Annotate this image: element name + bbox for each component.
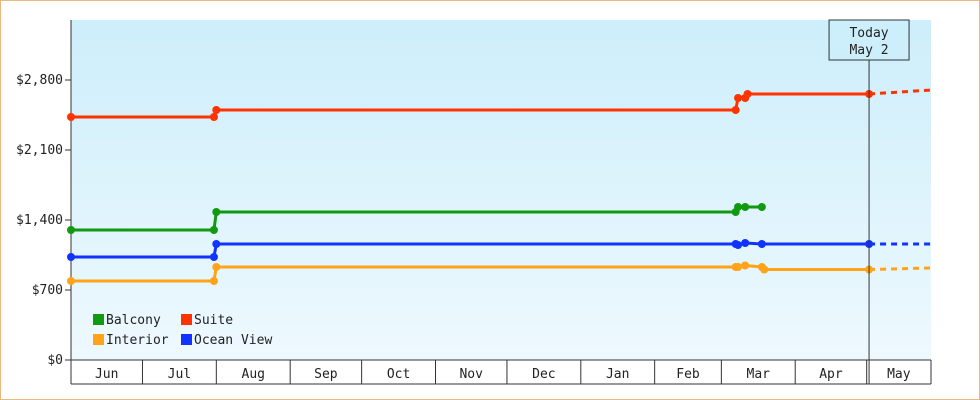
data-point-interior	[209, 277, 218, 285]
x-tick-label: Jun	[95, 367, 118, 382]
data-point-suite	[734, 94, 743, 102]
x-tick-label: Oct	[387, 367, 410, 382]
x-tick-label: Aug	[242, 367, 265, 382]
data-point-ocean-view	[757, 240, 766, 248]
x-tick-label: Jan	[606, 367, 629, 382]
x-tick-label: Sep	[314, 367, 338, 382]
data-point-balcony	[741, 203, 750, 211]
legend-swatch-suite	[181, 314, 192, 325]
today-box	[828, 19, 910, 61]
data-point-ocean-view	[734, 241, 743, 249]
data-point-ocean-view	[741, 239, 750, 247]
data-point-interior	[760, 265, 769, 274]
legend-label-interior: Interior	[106, 333, 169, 348]
legend-label-ocean-view: Ocean View	[194, 333, 272, 348]
data-point-ocean-view	[212, 240, 221, 248]
legend-swatch-interior	[93, 334, 104, 345]
data-point-suite	[731, 106, 740, 114]
today-marker: Today May 2	[828, 19, 910, 384]
legend-swatch-ocean-view	[181, 334, 192, 345]
x-tick-label: Dec	[532, 367, 555, 382]
data-point-interior	[734, 263, 743, 271]
data-point-balcony	[67, 226, 75, 234]
x-tick-label: Apr	[819, 367, 843, 382]
plot-area	[71, 20, 931, 360]
data-point-balcony	[757, 203, 766, 211]
data-point-suite	[743, 90, 752, 98]
x-tick-label: May	[887, 367, 911, 382]
legend: Balcony Suite Interior Ocean View	[93, 313, 272, 348]
legend-swatch-balcony	[93, 314, 104, 325]
series-layer	[67, 88, 932, 285]
data-point-balcony	[209, 226, 218, 234]
y-tick-label: $0	[47, 353, 63, 368]
data-point-suite	[212, 106, 221, 114]
x-tick-label: Nov	[459, 367, 483, 382]
legend-label-balcony: Balcony	[106, 313, 161, 328]
y-tick-label: $1,400	[16, 213, 63, 228]
data-point-interior	[67, 277, 75, 285]
data-point-ocean-view	[209, 253, 218, 261]
today-date-label: May 2	[849, 43, 888, 58]
y-tick-label: $700	[32, 283, 63, 298]
data-point-balcony	[212, 208, 221, 216]
data-point-interior	[212, 263, 221, 271]
data-point-interior	[741, 261, 750, 270]
data-point-ocean-view	[67, 253, 75, 261]
y-tick-label: $2,100	[16, 143, 63, 158]
data-point-balcony	[734, 203, 743, 211]
y-tick-label: $2,800	[16, 73, 63, 88]
x-tick-label: Feb	[676, 367, 700, 382]
y-axis: $0 $700 $1,400 $2,100 $2,800	[16, 20, 72, 368]
data-point-suite	[67, 113, 75, 121]
x-tick-label: Jul	[168, 367, 191, 382]
legend-label-suite: Suite	[194, 313, 233, 328]
x-tick-label: Mar	[747, 367, 771, 382]
data-point-suite	[209, 113, 218, 121]
today-label: Today	[849, 26, 888, 41]
x-axis: Jun Jul Aug Sep Oct Nov Dec Jan Feb Mar Apr May	[70, 359, 932, 385]
